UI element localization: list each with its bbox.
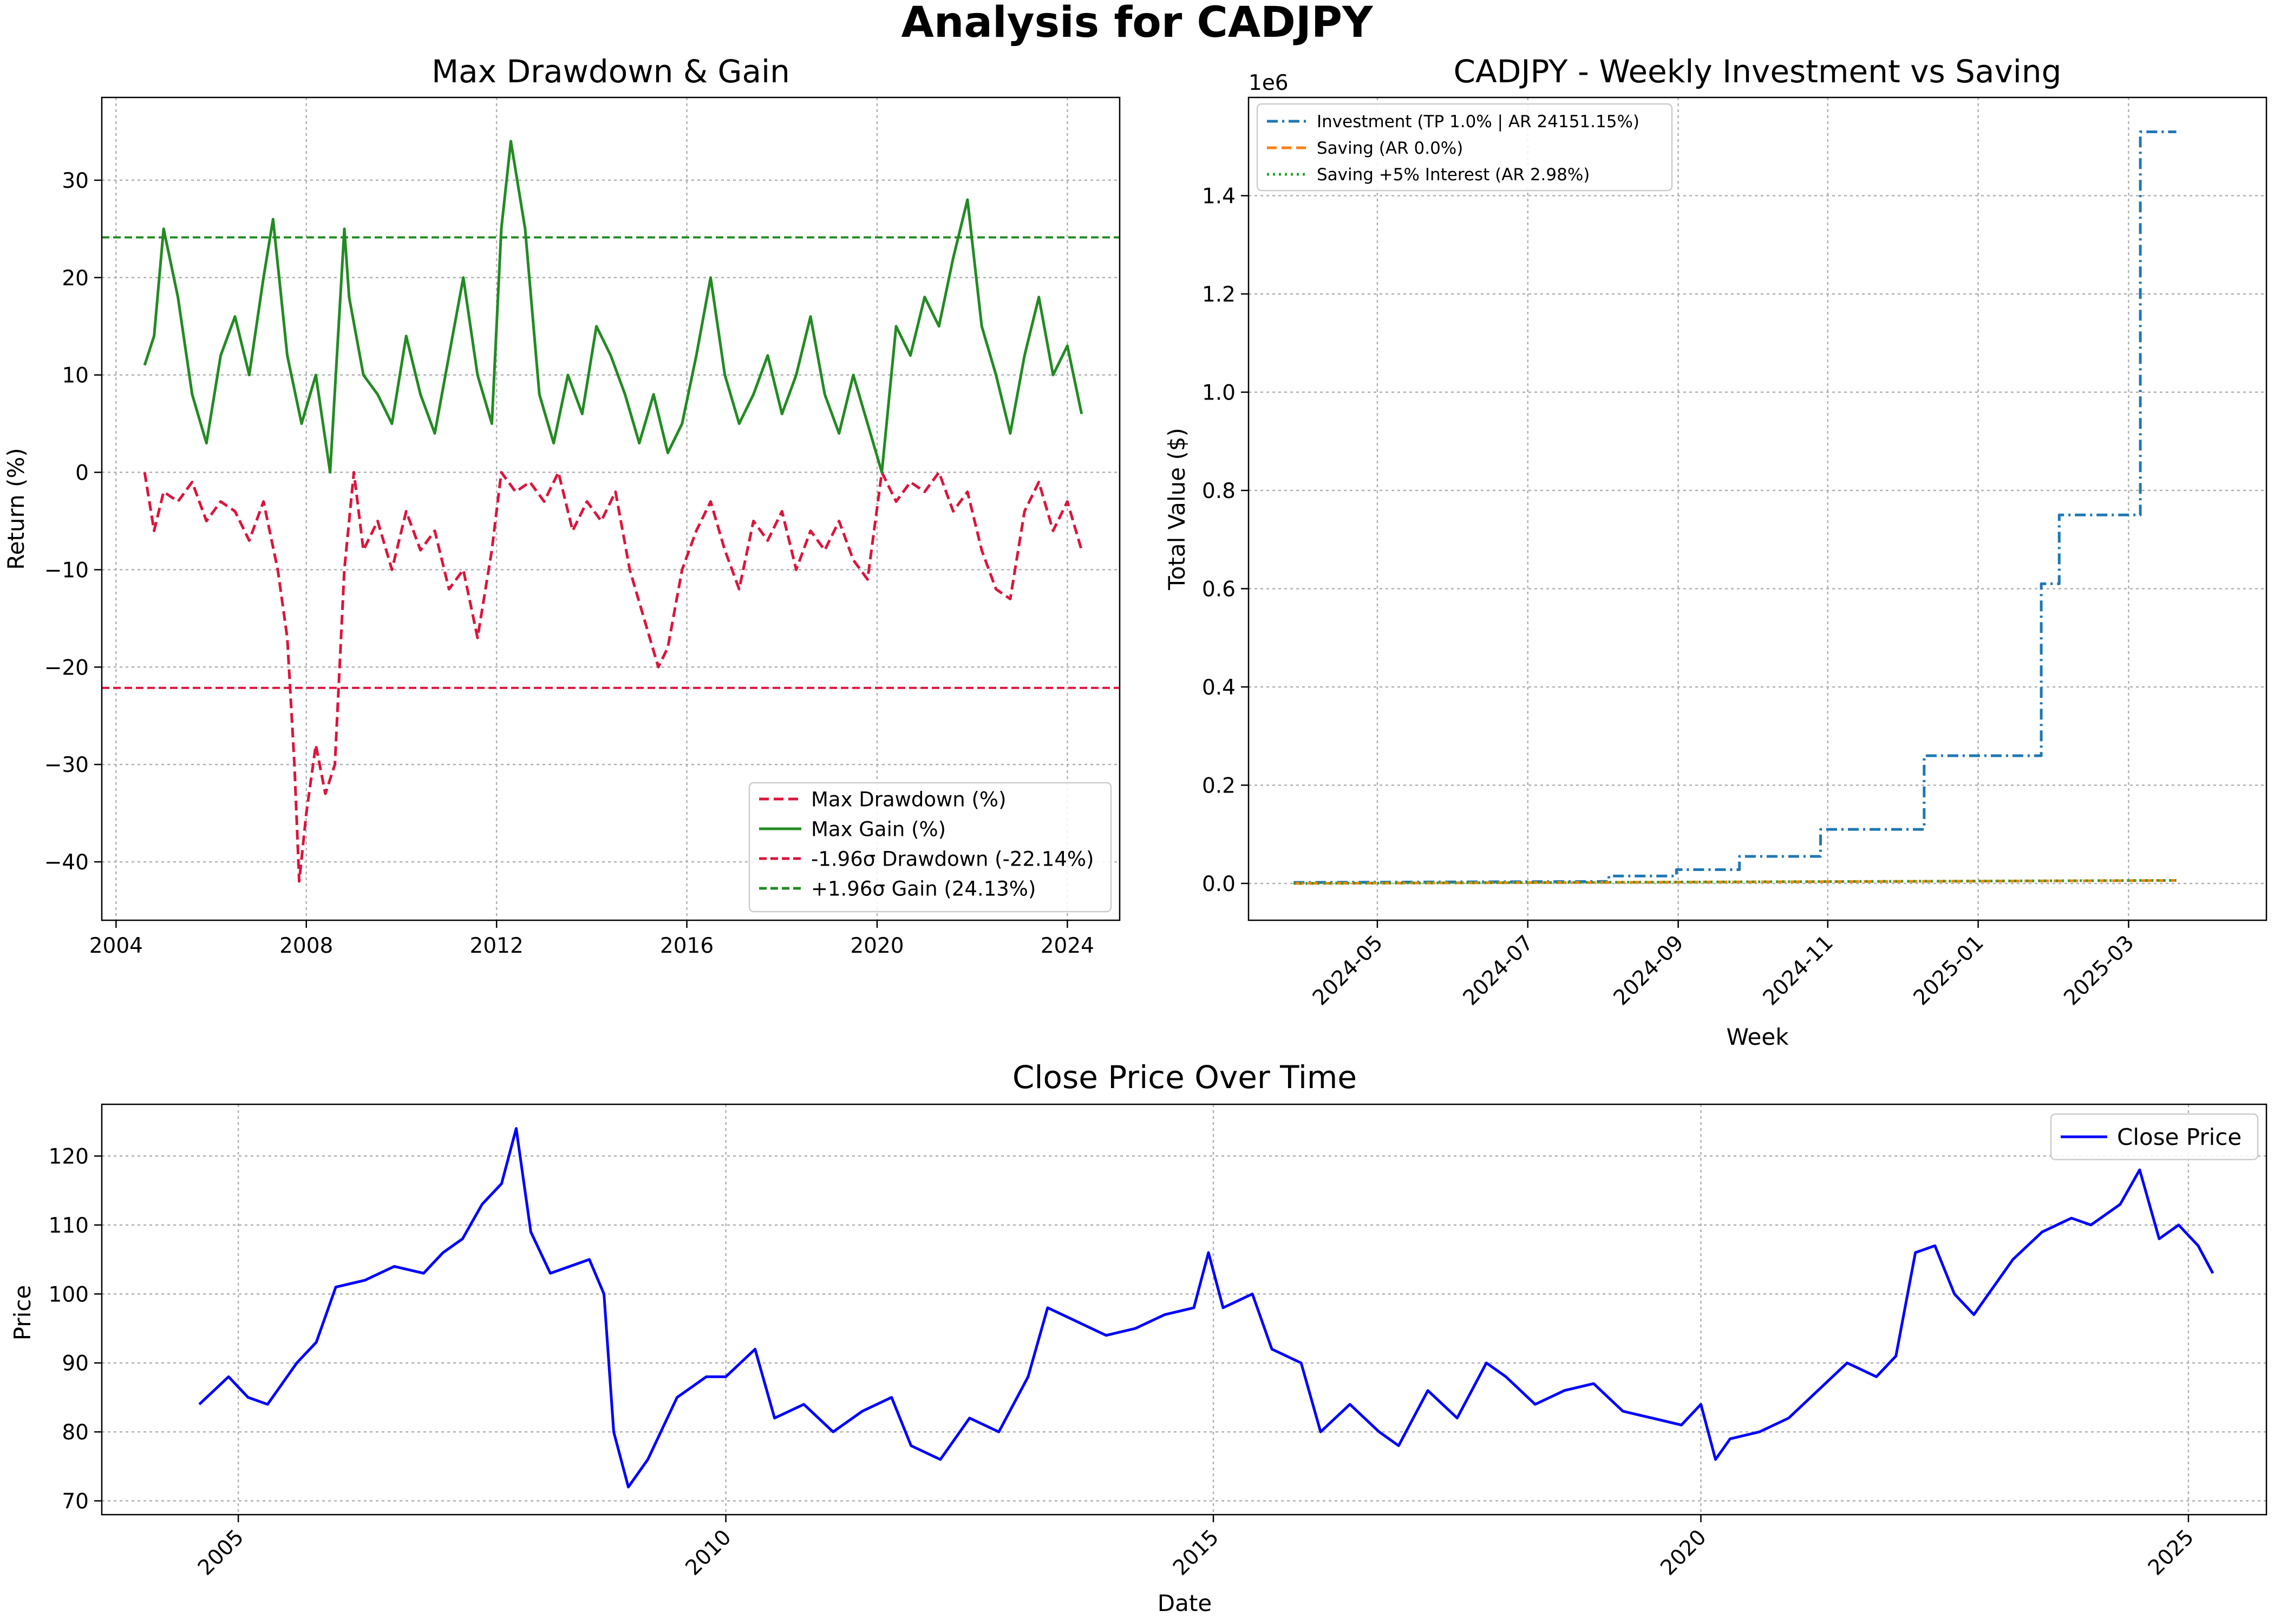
- legend-label: Max Drawdown (%): [811, 788, 1007, 811]
- y-tick-label: 0.2: [1202, 774, 1236, 798]
- y-tick-label: 80: [62, 1420, 89, 1445]
- figure-suptitle: Analysis for CADJPY: [901, 0, 1374, 47]
- x-tick-label: 2012: [470, 934, 524, 958]
- y-tick-label: −40: [44, 850, 89, 875]
- y-tick-label: 10: [62, 364, 89, 388]
- y-tick-label: 90: [62, 1352, 89, 1376]
- y-tick-label: 1.2: [1202, 283, 1236, 307]
- y-tick-label: 0.8: [1202, 479, 1236, 503]
- y-tick-label: 0.0: [1202, 872, 1236, 896]
- legend-label: Close Price: [2117, 1124, 2242, 1150]
- y-tick-label: 0.4: [1202, 676, 1236, 700]
- legend-box: [1256, 103, 1673, 192]
- y-tick-label: 20: [62, 266, 89, 291]
- x-tick-label: 2024: [1041, 934, 1094, 958]
- chart-title: Max Drawdown & Gain: [432, 53, 790, 90]
- y-tick-label: 70: [62, 1490, 89, 1514]
- legend-label: Investment (TP 1.0% | AR 24151.15%): [1317, 112, 1639, 132]
- x-tick-label: 2008: [279, 934, 333, 958]
- y-tick-label: 30: [62, 169, 89, 193]
- plot-frame: [101, 1103, 2268, 1516]
- chart-title: Close Price Over Time: [1012, 1059, 1357, 1096]
- y-tick-label: −30: [44, 753, 89, 777]
- y-tick-label: 120: [49, 1145, 89, 1169]
- x-tick-label: 2004: [89, 934, 143, 958]
- y-axis-label: Price: [9, 1285, 36, 1340]
- legend-label: Max Gain (%): [811, 817, 946, 841]
- legend-box: [748, 782, 1112, 913]
- legend-label: Saving +5% Interest (AR 2.98%): [1317, 165, 1590, 185]
- legend-label: -1.96σ Drawdown (-22.14%): [811, 847, 1094, 870]
- plot-frame: [1247, 96, 2268, 921]
- y-tick-label: −10: [44, 558, 89, 582]
- x-tick-label: 2016: [660, 934, 714, 958]
- legend-label: +1.96σ Gain (24.13%): [811, 877, 1036, 900]
- y-tick-label: 100: [49, 1282, 89, 1307]
- series-line: [198, 1127, 2214, 1489]
- series-line: [143, 471, 1083, 883]
- y-tick-label: 110: [49, 1214, 89, 1238]
- series-line: [1293, 879, 2177, 885]
- legend-box: [2050, 1113, 2259, 1161]
- series-line: [143, 140, 1083, 474]
- y-tick-label: 0.6: [1202, 577, 1236, 601]
- x-axis-label: Date: [1158, 1590, 1212, 1616]
- y-tick-label: 0: [75, 461, 89, 486]
- x-tick-label: 2020: [850, 934, 904, 958]
- series-line: [1293, 130, 2177, 884]
- legend-label: Saving (AR 0.0%): [1317, 139, 1463, 158]
- x-axis-label: Week: [1726, 1024, 1789, 1050]
- chart-title: CADJPY - Weekly Investment vs Saving: [1454, 53, 2062, 90]
- y-tick-label: 1.0: [1202, 381, 1236, 405]
- y-axis-label: Return (%): [3, 448, 29, 569]
- max-drawdown-gain-chart: Max Drawdown & Gain 2004 2008 2012 2016 2020…: [3, 53, 1121, 958]
- y-axis-offset-text: 1e6: [1249, 71, 1289, 95]
- y-axis-label: Total Value ($): [1164, 428, 1190, 591]
- y-tick-label: 1.4: [1202, 184, 1236, 208]
- y-tick-label: −20: [44, 656, 89, 680]
- plot-frame: [101, 96, 1121, 921]
